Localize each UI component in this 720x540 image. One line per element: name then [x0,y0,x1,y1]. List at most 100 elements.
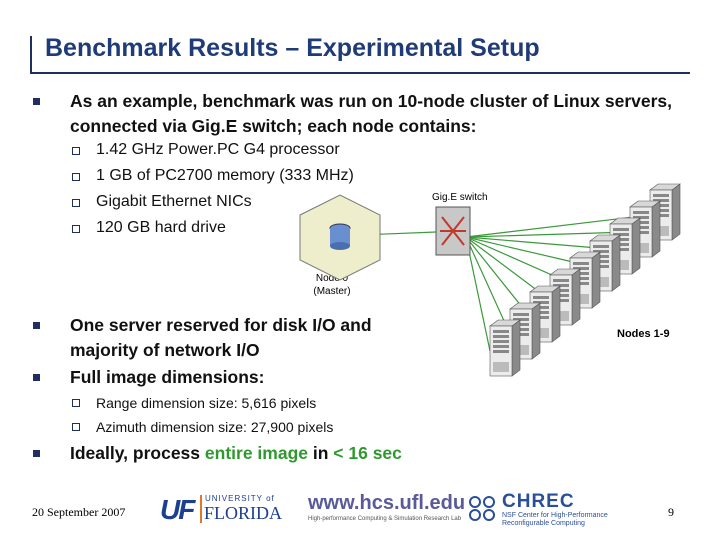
server-vent [653,226,669,236]
server-bay [613,243,629,246]
switch-label: Gig.E switch [432,192,488,203]
server-bay [493,330,509,333]
server-bay [493,345,509,348]
server-bay [593,255,609,258]
server-bay [513,313,529,316]
chrec-icon [469,496,495,521]
server-side [651,200,661,258]
server-bay [493,340,509,343]
server-bay [573,262,589,265]
highlight-run: < 16 sec [333,443,402,463]
server-bay [613,228,629,231]
server-bay [593,250,609,253]
server-bay [653,214,669,217]
server-side [551,285,561,343]
sub-bullet-marker [72,399,80,407]
network-link [465,236,611,250]
bullet-marker [33,98,40,105]
master-disk-body [330,228,350,246]
server-bay [573,277,589,280]
network-link [465,236,491,352]
server-bay [553,299,569,302]
server-bay [553,289,569,292]
sub-bullet-marker [72,147,80,155]
server-bay [573,282,589,285]
server-bay [613,248,629,251]
highlight-run: entire image [204,443,308,463]
server-bay [493,335,509,338]
hcs-subtitle: High-performance Computing & Simulation … [308,516,462,522]
text-run: in [308,443,334,463]
server-bay [613,233,629,236]
sub-bullet-text: Range dimension size: 5,616 pixels [96,395,317,411]
server-bay [593,265,609,268]
uf-logo-name: FLORIDA [204,503,283,523]
server-vent [593,277,609,287]
server-side [511,319,521,377]
server-bay [653,209,669,212]
server-side [611,234,621,292]
uf-logo-top: UNIVERSITY of [205,494,275,503]
bullet-text: One server reserved for disk I/O and maj… [70,315,372,360]
server-vent [553,311,569,321]
network-link [465,236,591,267]
server-bay [533,311,549,314]
bullet-text: Full image dimensions: [70,367,265,387]
server-bay [573,267,589,270]
server-bay [533,316,549,319]
title-rule-side [30,36,32,74]
server-side [571,268,581,326]
master-disk [330,242,350,250]
server-bay [573,272,589,275]
chrec-subtitle: Reconfigurable Computing [502,520,585,527]
server-bay [513,318,529,321]
sub-bullet-marker [72,423,80,431]
server-vent [613,260,629,270]
title-rule [30,72,690,74]
server-bay [633,226,649,229]
uf-logo: UF [160,494,195,525]
sub-bullet-marker [72,199,80,207]
server-bay [513,323,529,326]
hcs-url: www.hcs.ufl.edu [308,492,466,514]
nodes-label: Nodes 1-9 [617,328,670,340]
bullet-marker [33,322,40,329]
server-side [531,302,541,360]
server-bay [613,238,629,241]
server-bay [533,301,549,304]
network-link [465,236,511,335]
server-bay [653,199,669,202]
server-bay [633,221,649,224]
sub-bullet-text: Azimuth dimension size: 27,900 pixels [96,419,334,435]
server-bay [533,306,549,309]
bullet-text: As an example, benchmark was run on 10-n… [70,91,673,136]
server-bay [633,211,649,214]
logo-divider [200,495,202,523]
server-side [591,251,601,309]
sub-bullet-text: 1 GB of PC2700 memory (333 MHz) [96,167,354,184]
server-bay [513,328,529,331]
server-bay [533,296,549,299]
master-label: (Master) [313,286,350,297]
server-bay [553,294,569,297]
server-side [631,217,641,275]
server-bay [593,260,609,263]
server-vent [633,243,649,253]
network-link [465,231,631,238]
master-label: Node 0 [316,273,349,284]
bullet-marker [33,374,40,381]
server-bay [633,231,649,234]
server-bay [633,216,649,219]
sub-bullet-marker [72,173,80,181]
page-number: 9 [668,505,674,519]
bullet-marker [33,450,40,457]
chrec-logo: CHREC [502,491,575,512]
slide-title: Benchmark Results – Experimental Setup [45,34,540,62]
server-vent [493,362,509,372]
server-bay [653,194,669,197]
server-bay [493,350,509,353]
bullet-text: Ideally, process entire image in < 16 se… [70,441,402,466]
sub-bullet-text: 120 GB hard drive [96,219,226,236]
sub-bullet-marker [72,225,80,233]
